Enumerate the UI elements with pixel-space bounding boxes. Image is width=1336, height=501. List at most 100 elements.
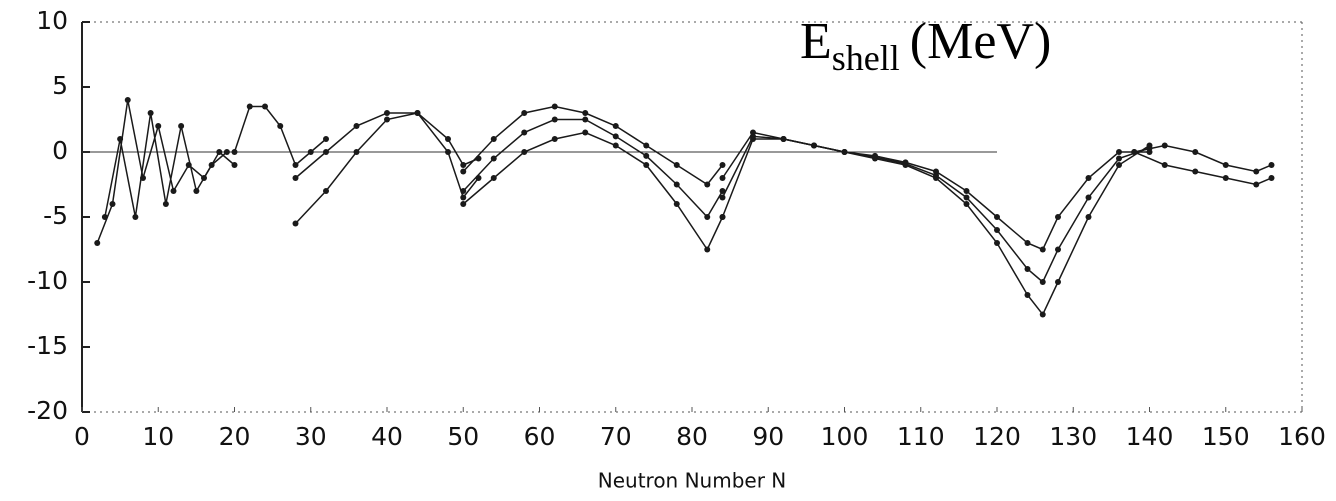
data-point (323, 149, 329, 155)
x-tick-label: 0 (74, 422, 90, 451)
x-tick-label: 30 (295, 422, 327, 451)
data-point (704, 246, 711, 253)
x-tick-label: 10 (142, 422, 174, 451)
data-point (1253, 181, 1260, 188)
x-tick-label: 110 (897, 422, 945, 451)
data-point (780, 136, 787, 142)
data-point (109, 201, 116, 207)
x-tick-label: 90 (752, 422, 784, 451)
data-point (994, 240, 1000, 246)
data-point (460, 188, 467, 194)
data-point (124, 97, 131, 103)
data-point (719, 214, 726, 220)
data-point (1055, 246, 1061, 253)
data-point (208, 162, 215, 168)
x-tick-label: 130 (1049, 422, 1097, 451)
data-point (132, 214, 139, 220)
data-point (323, 136, 329, 142)
data-point (490, 136, 497, 142)
data-point (1085, 214, 1092, 220)
data-point (155, 123, 162, 129)
data-point (963, 201, 970, 207)
y-tick-label: 10 (36, 6, 68, 35)
data-point (147, 110, 154, 116)
data-point (719, 162, 726, 168)
data-point (384, 116, 390, 123)
series-line (462, 131, 724, 252)
data-point (1116, 149, 1122, 155)
data-point (292, 162, 299, 168)
data-point (117, 136, 124, 142)
series-line (462, 118, 724, 219)
data-point (460, 201, 467, 207)
data-point (612, 133, 619, 140)
data-point (902, 160, 909, 167)
data-point (643, 162, 650, 168)
data-point (445, 149, 451, 155)
data-point (963, 194, 970, 201)
data-point (719, 175, 726, 181)
data-point (1085, 175, 1092, 181)
data-point (162, 201, 169, 207)
data-point (460, 168, 467, 175)
x-tick-label: 50 (447, 422, 479, 451)
data-point (1055, 279, 1061, 285)
data-point (1222, 175, 1229, 181)
data-point (582, 129, 589, 136)
data-point (1039, 246, 1046, 253)
series-line (462, 105, 724, 186)
data-point (1085, 194, 1092, 201)
y-tick-label: -10 (27, 266, 68, 295)
series-line (1133, 151, 1272, 186)
data-point (1253, 168, 1260, 175)
data-point (1192, 168, 1199, 175)
data-point (719, 188, 726, 194)
data-point (445, 136, 451, 142)
data-point (490, 155, 497, 162)
series-line (721, 131, 1150, 251)
data-point (872, 154, 878, 161)
x-tick-label: 100 (821, 422, 869, 451)
data-point (1039, 311, 1046, 318)
series-line (96, 99, 235, 244)
data-point (994, 214, 1000, 220)
data-point (193, 188, 200, 194)
data-point (384, 110, 390, 116)
data-point (1268, 162, 1275, 168)
data-point (460, 194, 467, 201)
y-tick-label: -20 (27, 396, 68, 425)
data-point (673, 201, 680, 207)
data-point (704, 181, 711, 188)
data-point (1268, 175, 1275, 181)
data-point (612, 123, 619, 129)
data-point (231, 149, 238, 155)
y-tick-label: -5 (43, 201, 68, 230)
data-point (231, 162, 238, 168)
data-point (178, 123, 185, 129)
y-tick-label: -15 (27, 331, 68, 360)
data-point (292, 175, 299, 181)
data-point (1024, 240, 1031, 246)
data-point (521, 149, 528, 155)
data-point (170, 188, 177, 194)
data-point (551, 136, 558, 142)
data-point (323, 188, 329, 194)
x-tick-label: 150 (1202, 422, 1250, 451)
data-point (101, 214, 108, 220)
series-line (721, 135, 1150, 284)
data-point (246, 103, 253, 110)
data-point (1161, 142, 1168, 149)
x-tick-label: 140 (1126, 422, 1174, 451)
data-point (1024, 266, 1031, 272)
series-line (233, 105, 327, 167)
x-axis-label: Neutron Number N (598, 469, 787, 493)
series-line (294, 112, 480, 225)
data-point (750, 133, 756, 140)
data-point (307, 149, 314, 155)
data-point (353, 149, 360, 155)
x-tick-label: 160 (1278, 422, 1326, 451)
data-point (643, 142, 650, 149)
data-point (551, 103, 558, 110)
data-point (1039, 279, 1046, 285)
data-point (643, 152, 650, 159)
